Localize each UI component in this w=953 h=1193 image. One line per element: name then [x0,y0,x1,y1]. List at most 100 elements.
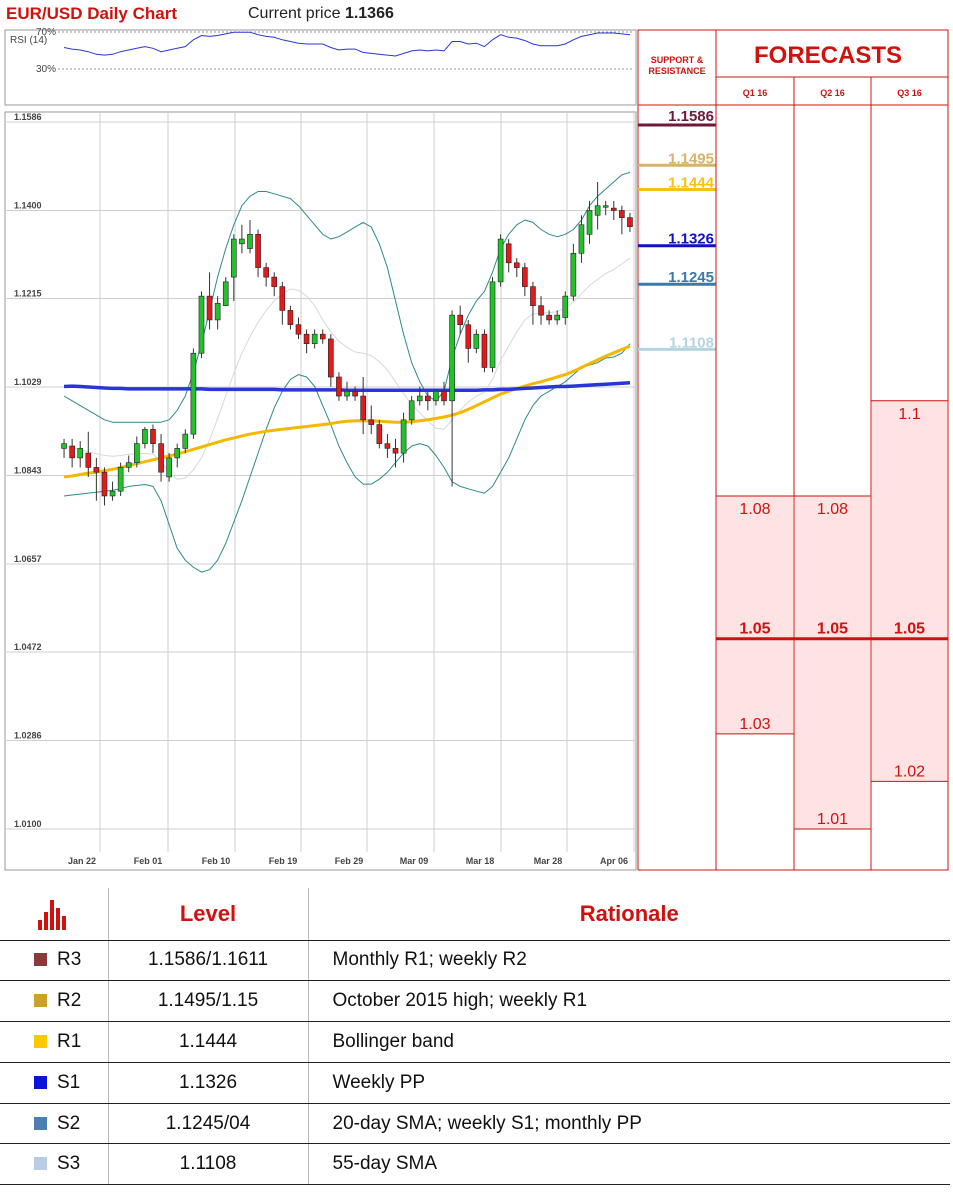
level-key: S2 [57,1112,81,1134]
candle-down [263,267,269,278]
current-price-value: 1.1366 [344,5,394,22]
candle-down [522,267,528,287]
candle-up [174,448,181,459]
forecast-low-value: 1.01 [817,811,848,828]
forecast-quarter-label: Q3 16 [897,88,922,98]
y-tick-label: 1.1215 [14,289,42,299]
x-tick-label: Mar 18 [466,856,495,866]
level-key-cell: R1 [0,1021,109,1063]
level-rationale: Bollinger band [308,1021,950,1063]
candle-down [368,419,375,425]
y-tick-label: 1.1029 [14,377,42,387]
levels-table-row: S3 1.1108 55-day SMA [0,1143,950,1186]
candle-up [400,419,407,454]
chart-header: EUR/USD Daily Chart Current price 1.1366 [0,0,640,28]
candle-up [142,429,148,444]
level-color-swatch [34,1157,47,1171]
x-tick-label: Mar 28 [534,856,563,866]
candle-up [344,390,350,397]
candle-up [214,302,221,321]
candle-down [295,324,302,335]
level-key-cell: S1 [0,1062,109,1104]
candle-down [627,217,633,227]
level-color-swatch [34,953,47,967]
sr-level-label: 1.1495 [668,150,714,167]
candle-up [247,233,253,249]
y-tick-label: 1.0657 [14,554,42,564]
candle-up [231,238,237,278]
y-tick-label: 1.1586 [14,112,42,122]
sr-level-label: 1.1245 [668,269,714,286]
level-key: R1 [57,1030,82,1052]
candle-down [271,276,278,287]
candle-down [441,390,447,402]
candle-up [77,448,84,459]
rsi-label: RSI (14) [10,35,47,46]
forecast-range-band [795,495,870,829]
candle-down [303,333,310,345]
level-value: 1.1495/1.15 [108,980,309,1023]
level-key-cell: R2 [0,980,109,1023]
level-key-cell: R3 [0,940,109,982]
rsi-tick-label: 30% [36,64,56,75]
sr-header-line2: RESISTANCE [648,66,705,76]
candle-down [93,467,100,473]
level-value: 1.1326 [108,1062,309,1104]
level-color-swatch [34,1034,47,1048]
candle-up [570,253,577,297]
levels-table-row: R1 1.1444 Bollinger band [0,1021,950,1063]
candle-down [481,333,488,368]
candle-up [61,443,67,449]
candle-down [352,390,358,397]
candle-down [546,314,552,321]
candle-down [619,210,625,218]
x-tick-label: Feb 01 [134,856,163,866]
sr-level-label: 1.1444 [668,175,715,192]
level-key: S3 [57,1153,81,1175]
level-rationale: Monthly R1; weekly R2 [308,940,950,982]
candle-up [489,281,496,368]
level-key-cell: S2 [0,1103,109,1145]
x-tick-label: Apr 06 [600,856,628,866]
levels-table-header: Level Rationale [0,888,950,941]
candle-up [190,352,197,435]
candle-up [578,224,585,254]
candle-down [255,233,261,268]
levels-table-row: R3 1.1586/1.1611 Monthly R1; weekly R2 [0,940,950,982]
candle-down [457,314,463,325]
candle-up [562,295,569,318]
y-tick-label: 1.0286 [14,731,42,741]
candle-down [610,207,617,211]
levels-table-row: R2 1.1495/1.15 October 2015 high; weekly R… [0,980,950,1023]
levels-table-row: S2 1.1245/04 20-day SMA; weekly S1; monthl… [0,1103,950,1145]
forecasts-title: FORECASTS [754,42,902,69]
forecast-low-value: 1.03 [739,716,770,733]
candle-up [449,314,455,402]
candle-down [336,376,342,397]
level-value: 1.1245/04 [108,1103,309,1145]
level-value: 1.1586/1.1611 [108,940,309,982]
candle-up [239,238,245,245]
y-tick-label: 1.0843 [14,466,42,476]
candle-down [513,262,520,268]
rsi-tick-label: 70% [36,28,56,38]
level-key: R2 [57,990,82,1012]
candle-up [198,295,205,354]
candle-down [319,333,326,340]
candle-up [166,457,172,478]
bar-chart-icon [0,888,109,941]
candle-up [117,467,124,492]
forecast-high-value: 1.08 [817,501,848,518]
level-color-swatch [34,1116,47,1130]
candle-down [392,448,399,454]
candle-up [602,205,609,208]
chart-area: 70%30%RSI (14) 1.15861.14001.12151.10291… [4,28,949,871]
forecast-range-band [872,400,947,782]
candle-up [125,462,132,468]
candle-up [182,433,189,449]
candle-down [279,286,286,311]
level-value: 1.1108 [108,1143,309,1186]
candle-up [473,333,480,349]
candle-up [497,238,504,283]
bollinger-upper-line [63,171,631,423]
